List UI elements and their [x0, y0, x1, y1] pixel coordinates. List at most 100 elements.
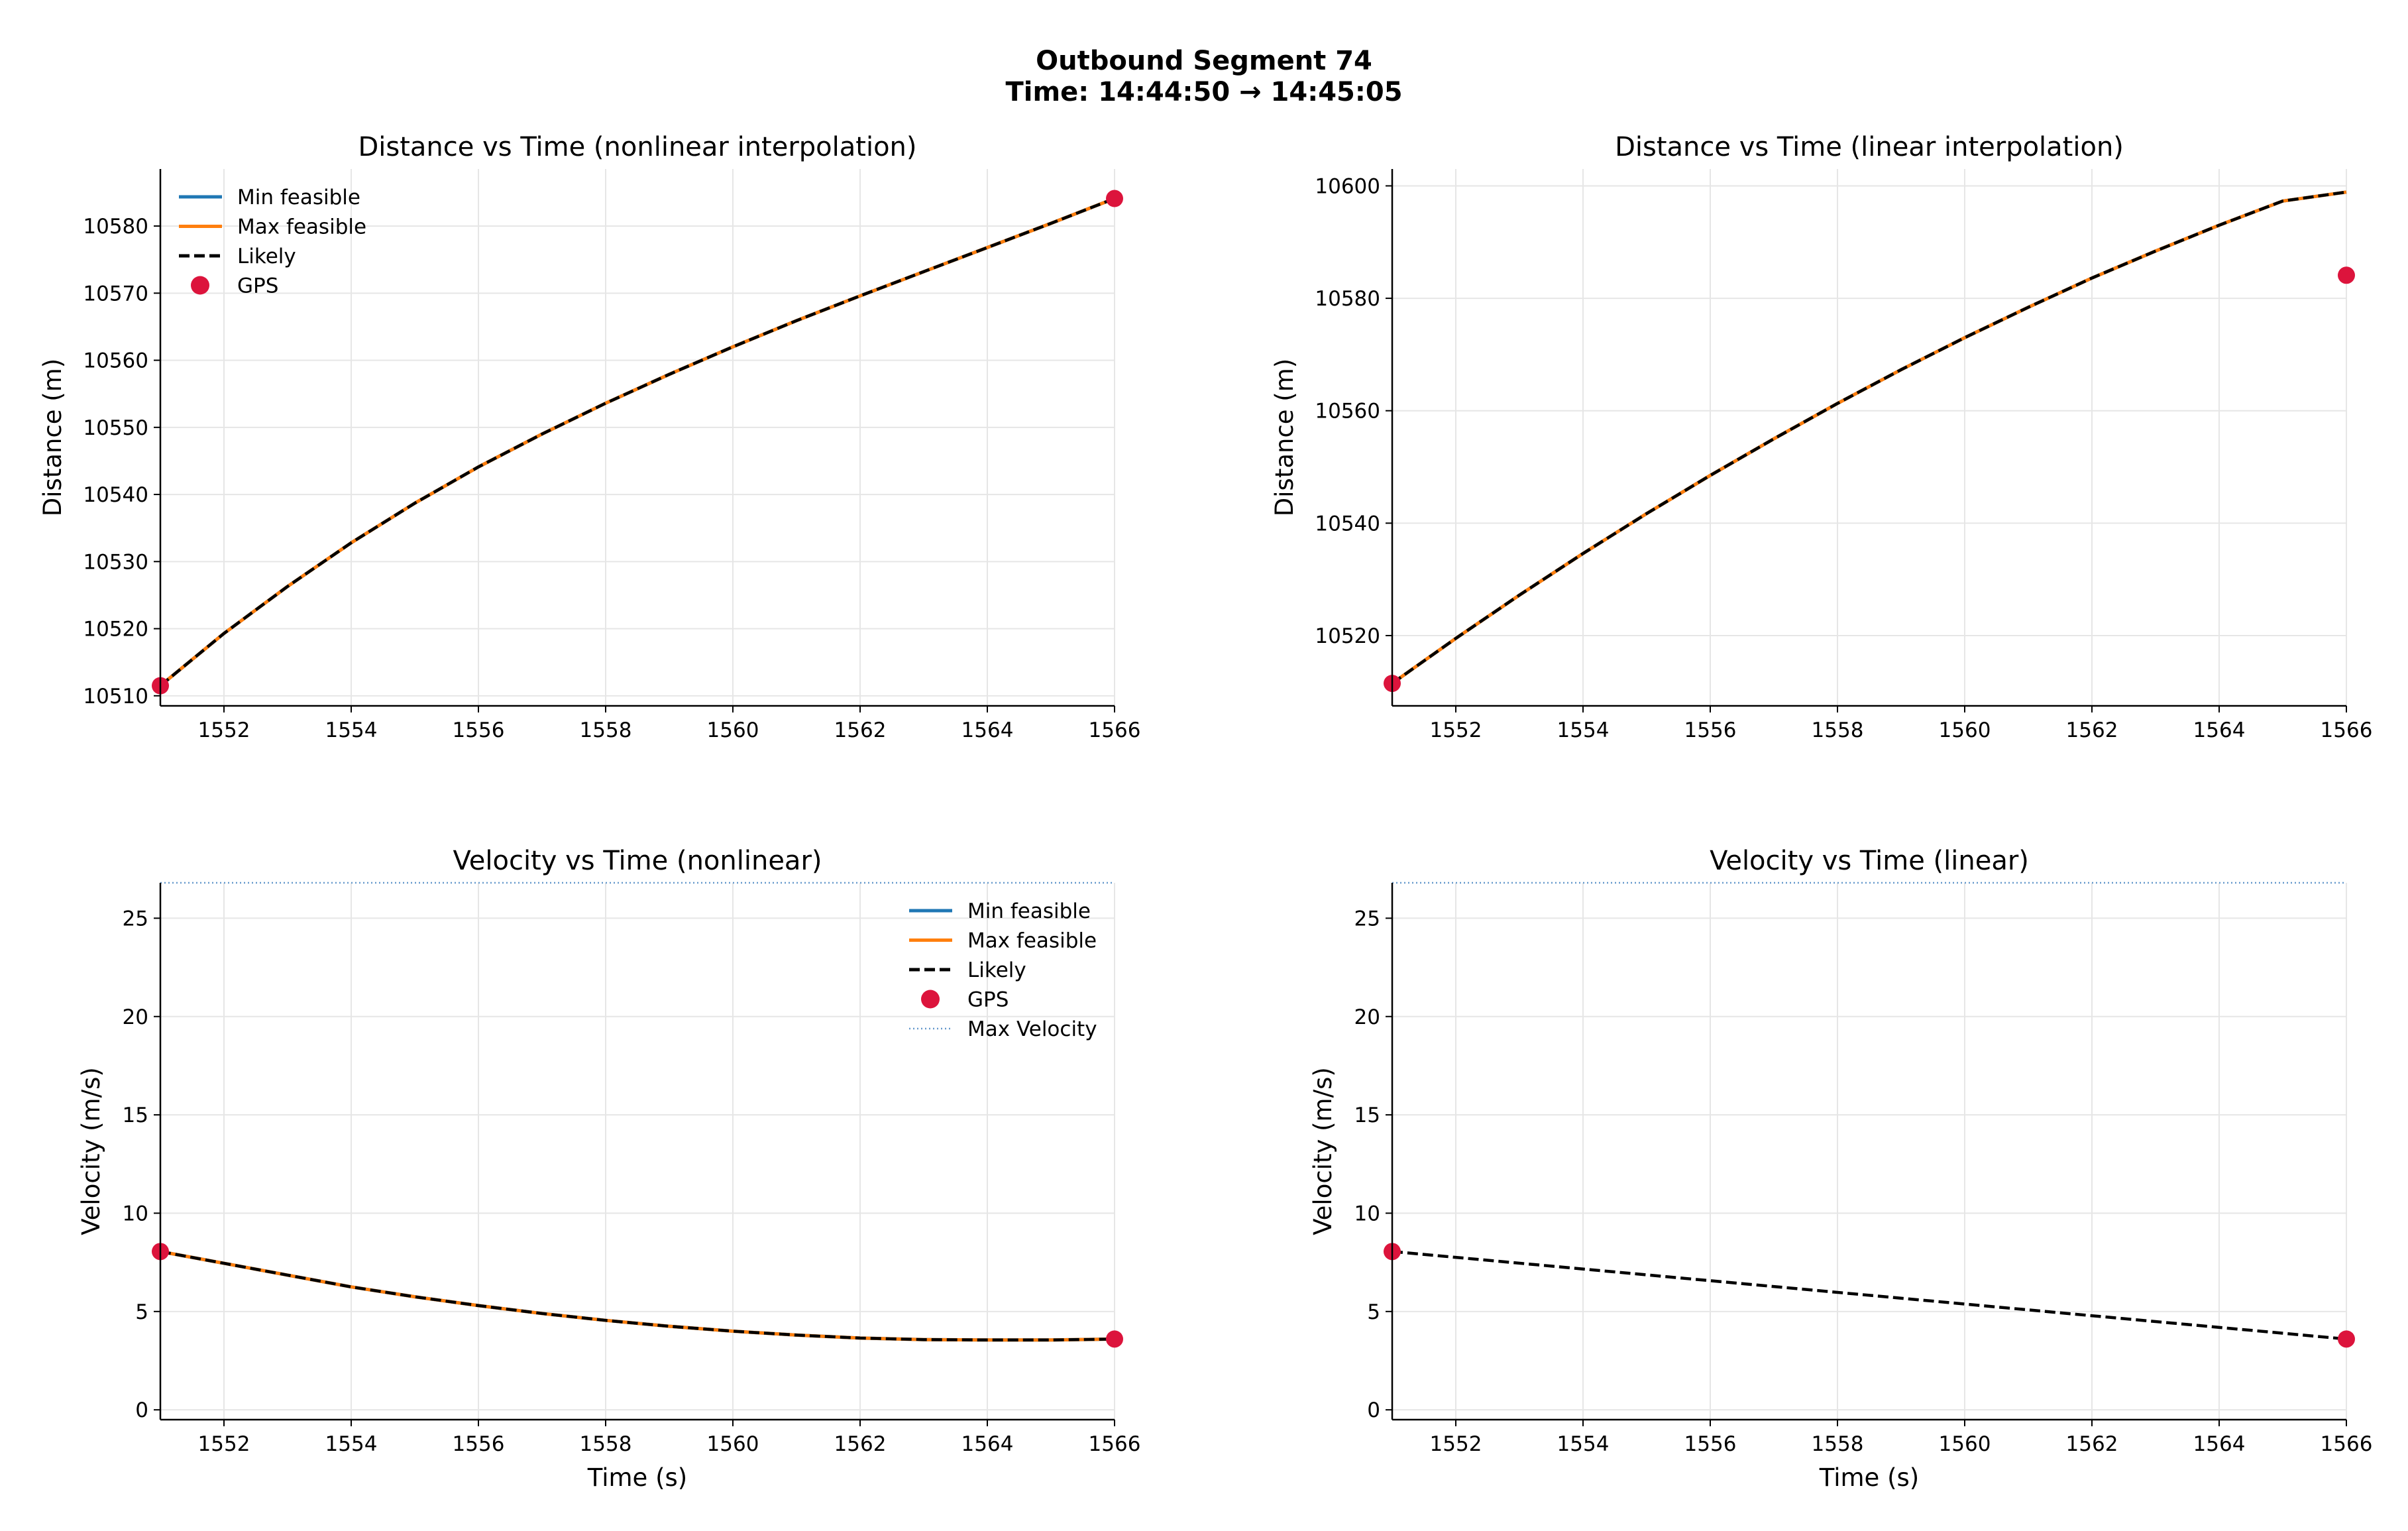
plot-area	[160, 169, 1115, 706]
panel-title: Distance vs Time (linear interpolation)	[1615, 132, 2124, 162]
x-tick-label: 1552	[1430, 1432, 1482, 1456]
y-axis-label: Velocity (m/s)	[1309, 1067, 1337, 1235]
x-tick-label: 1558	[580, 718, 632, 742]
x-tick-label: 1558	[1812, 718, 1864, 742]
y-tick-label: 10570	[83, 282, 148, 306]
gps-point	[2338, 1330, 2355, 1348]
plot-area	[160, 881, 1115, 1420]
x-tick-label: 1562	[834, 1432, 887, 1456]
series-line-min-feasible	[1392, 190, 2347, 685]
legend-item: GPS	[191, 274, 278, 298]
x-tick-label: 1564	[2193, 1432, 2246, 1456]
x-tick-label: 1554	[1557, 718, 1610, 742]
legend-item: Min feasible	[179, 186, 360, 209]
series-line-max-feasible	[160, 197, 1115, 687]
legend-item: Max feasible	[179, 215, 366, 239]
panel-vel-nonlinear: 1552 1554 1556 1558 1560 1562 1564 1566 0 5 10 15 20…	[77, 846, 1140, 1492]
x-tick-label: 1566	[2321, 1432, 2373, 1456]
y-axis-label: Distance (m)	[1270, 359, 1299, 516]
series-line-likely	[160, 1250, 1115, 1342]
panel-vel-linear: 1552 1554 1556 1558 1560 1562 1564 1566 0 5 10 15 20…	[1309, 846, 2372, 1492]
y-tick-label: 10530	[83, 550, 148, 574]
y-tick-label: 10550	[83, 416, 148, 440]
x-tick-label: 1556	[453, 1432, 505, 1456]
y-tick-label: 5	[1367, 1300, 1380, 1324]
plot-area	[1392, 881, 2347, 1420]
x-tick-label: 1564	[2193, 718, 2246, 742]
x-tick-label: 1558	[580, 1432, 632, 1456]
x-tick-label: 1562	[2066, 1432, 2118, 1456]
legend-item: Min feasible	[909, 899, 1091, 923]
series-line-likely	[1392, 190, 2347, 685]
legend-label: Max feasible	[237, 215, 366, 239]
legend-label: Likely	[967, 958, 1026, 982]
legend-swatch-dot	[191, 276, 209, 295]
legend-item: GPS	[921, 988, 1009, 1012]
y-tick-label: 10	[123, 1202, 148, 1225]
series-line-likely	[160, 197, 1115, 687]
y-tick-label: 10510	[83, 685, 148, 709]
series-line-min-feasible	[160, 1249, 1115, 1342]
figure-title-line2: Time: 14:44:50 → 14:45:05	[1005, 77, 1402, 107]
x-tick-label: 1554	[1557, 1432, 1610, 1456]
gps-point	[1106, 1330, 1123, 1348]
series-line-max-feasible	[1392, 190, 2347, 685]
y-tick-label: 15	[1354, 1104, 1380, 1127]
y-tick-label: 10580	[1315, 287, 1380, 311]
y-tick-label: 25	[1354, 907, 1380, 931]
series-line-min-feasible	[160, 197, 1115, 687]
plot-area	[1392, 169, 2347, 706]
y-tick-label: 10520	[1315, 624, 1380, 648]
y-tick-label: 10520	[83, 618, 148, 642]
x-tick-label: 1554	[325, 1432, 378, 1456]
y-tick-label: 0	[1367, 1398, 1380, 1422]
x-tick-label: 1564	[961, 1432, 1014, 1456]
legend: Min feasible Max feasible Likely GPS	[179, 186, 366, 298]
legend-item: Likely	[909, 958, 1026, 982]
panel-title: Velocity vs Time (nonlinear)	[453, 846, 822, 876]
x-tick-label: 1560	[707, 1432, 759, 1456]
y-tick-label: 10580	[83, 215, 148, 239]
legend-label: Likely	[237, 245, 296, 268]
legend-label: Min feasible	[967, 899, 1091, 923]
x-tick-label: 1566	[2321, 718, 2373, 742]
x-tick-label: 1556	[1684, 1432, 1737, 1456]
gps-point	[2338, 266, 2355, 284]
legend-swatch-dot	[921, 990, 940, 1009]
y-tick-label: 20	[1354, 1005, 1380, 1029]
x-tick-label: 1560	[707, 718, 759, 742]
y-tick-label: 10	[1354, 1202, 1380, 1225]
legend-label: Min feasible	[237, 186, 360, 209]
legend-item: Max Velocity	[909, 1017, 1097, 1041]
series-line-likely	[1392, 1250, 2347, 1341]
x-tick-label: 1566	[1089, 1432, 1141, 1456]
y-axis-label: Velocity (m/s)	[77, 1067, 105, 1235]
y-tick-label: 5	[135, 1300, 148, 1324]
y-tick-label: 10600	[1315, 174, 1380, 198]
x-tick-label: 1562	[2066, 718, 2118, 742]
y-tick-label: 15	[123, 1104, 148, 1127]
y-tick-label: 10560	[1315, 400, 1380, 424]
x-tick-label: 1552	[198, 1432, 250, 1456]
x-axis-label: Time (s)	[1819, 1463, 1919, 1492]
legend-item: Max feasible	[909, 929, 1097, 953]
panel-dist-linear: 1552 1554 1556 1558 1560 1562 1564 1566 10520 105…	[1270, 132, 2372, 742]
y-tick-label: 0	[135, 1398, 148, 1422]
x-axis-label: Time (s)	[587, 1463, 687, 1492]
legend-label: GPS	[237, 274, 278, 298]
legend-item: Likely	[179, 245, 296, 268]
x-tick-label: 1564	[961, 718, 1014, 742]
panel-title: Distance vs Time (nonlinear interpolatio…	[358, 132, 916, 162]
y-tick-label: 10560	[83, 349, 148, 373]
y-tick-label: 25	[123, 907, 148, 931]
y-tick-label: 10540	[83, 483, 148, 507]
x-tick-label: 1560	[1939, 718, 1991, 742]
legend-label: Max Velocity	[967, 1017, 1097, 1041]
legend: Min feasible Max feasible Likely GPS Max Vel…	[909, 899, 1097, 1041]
x-tick-label: 1560	[1939, 1432, 1991, 1456]
x-tick-label: 1558	[1812, 1432, 1864, 1456]
x-tick-label: 1552	[198, 718, 250, 742]
figure-title-line1: Outbound Segment 74	[1036, 46, 1372, 76]
